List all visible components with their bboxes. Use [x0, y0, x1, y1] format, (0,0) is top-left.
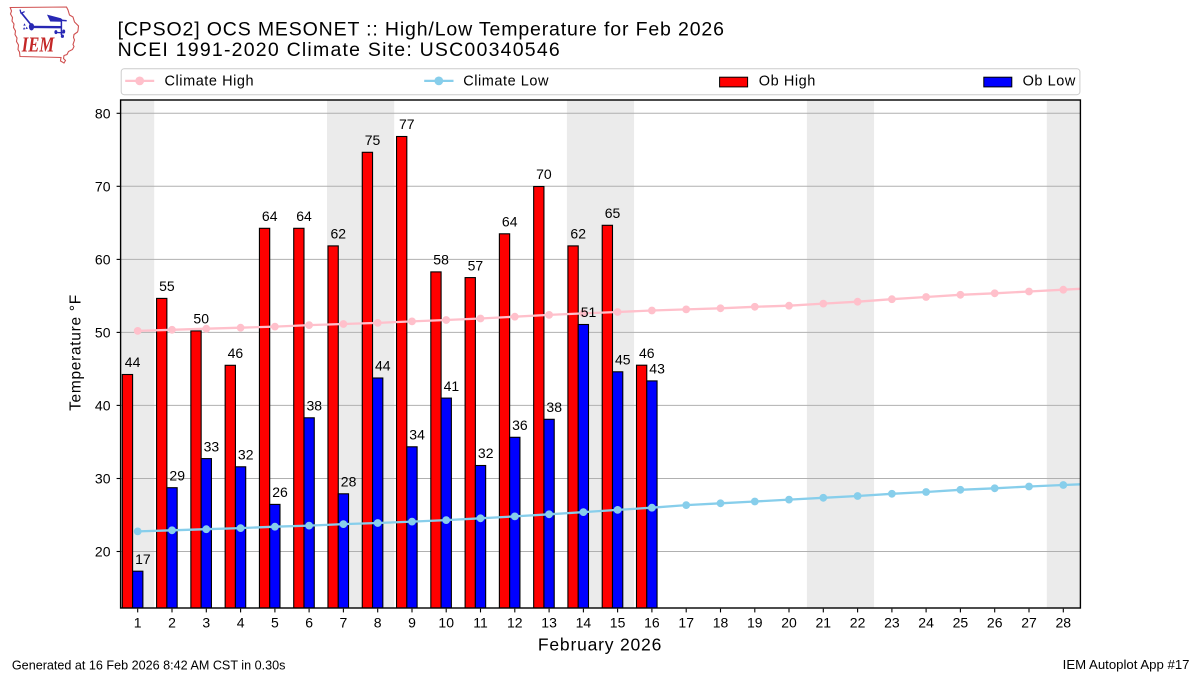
- svg-text:44: 44: [125, 354, 141, 370]
- svg-text:11: 11: [473, 615, 488, 631]
- svg-text:14: 14: [576, 615, 592, 631]
- svg-text:9: 9: [408, 615, 416, 631]
- svg-text:30: 30: [95, 471, 111, 487]
- svg-text:57: 57: [468, 257, 484, 273]
- svg-text:55: 55: [159, 278, 175, 294]
- svg-text:62: 62: [331, 226, 347, 242]
- svg-text:17: 17: [135, 551, 151, 567]
- svg-text:12: 12: [507, 615, 523, 631]
- svg-text:64: 64: [502, 214, 518, 230]
- svg-text:28: 28: [1056, 615, 1072, 631]
- svg-text:33: 33: [204, 438, 220, 454]
- svg-text:70: 70: [536, 166, 552, 182]
- svg-text:[CPSO2] OCS MESONET :: High/Lo: [CPSO2] OCS MESONET :: High/Low Temperat…: [118, 18, 725, 40]
- svg-text:29: 29: [169, 467, 185, 483]
- svg-text:Ob High: Ob High: [759, 74, 816, 90]
- svg-text:20: 20: [95, 544, 111, 560]
- svg-text:46: 46: [639, 345, 655, 361]
- svg-text:65: 65: [605, 205, 621, 221]
- svg-text:1: 1: [134, 615, 142, 631]
- svg-text:Temperature °F: Temperature °F: [68, 294, 85, 411]
- svg-text:28: 28: [341, 474, 357, 490]
- svg-text:75: 75: [365, 132, 381, 148]
- svg-text:7: 7: [340, 615, 348, 631]
- svg-text:51: 51: [581, 304, 597, 320]
- svg-text:22: 22: [850, 615, 866, 631]
- svg-text:50: 50: [95, 324, 111, 340]
- svg-text:3: 3: [202, 615, 210, 631]
- svg-text:45: 45: [615, 352, 631, 368]
- svg-text:Generated at 16 Feb 2026 8:42: Generated at 16 Feb 2026 8:42 AM CST in …: [12, 659, 286, 673]
- svg-text:64: 64: [262, 208, 278, 224]
- svg-text:58: 58: [433, 252, 449, 268]
- svg-text:Climate High: Climate High: [165, 74, 255, 90]
- svg-text:4: 4: [237, 615, 245, 631]
- svg-text:40: 40: [95, 397, 111, 413]
- svg-text:Ob Low: Ob Low: [1023, 74, 1076, 90]
- svg-text:27: 27: [1021, 615, 1037, 631]
- svg-text:13: 13: [541, 615, 557, 631]
- svg-text:IEM: IEM: [21, 32, 55, 56]
- svg-text:15: 15: [610, 615, 626, 631]
- svg-text:10: 10: [438, 615, 454, 631]
- svg-text:36: 36: [512, 417, 528, 433]
- svg-text:80: 80: [95, 105, 111, 121]
- svg-text:19: 19: [747, 615, 763, 631]
- svg-text:32: 32: [238, 447, 254, 463]
- svg-text:26: 26: [987, 615, 1003, 631]
- svg-text:46: 46: [228, 345, 244, 361]
- svg-text:60: 60: [95, 251, 111, 267]
- svg-text:44: 44: [375, 358, 391, 374]
- svg-text:2: 2: [168, 615, 176, 631]
- svg-text:17: 17: [678, 615, 694, 631]
- svg-text:5: 5: [271, 615, 279, 631]
- svg-text:25: 25: [953, 615, 969, 631]
- svg-text:32: 32: [478, 445, 494, 461]
- svg-text:50: 50: [193, 311, 209, 327]
- svg-text:24: 24: [918, 615, 934, 631]
- svg-text:NCEI 1991-2020 Climate Site: U: NCEI 1991-2020 Climate Site: USC00340546: [118, 39, 561, 61]
- svg-text:41: 41: [444, 378, 460, 394]
- svg-text:8: 8: [374, 615, 382, 631]
- svg-text:23: 23: [884, 615, 900, 631]
- svg-text:February 2026: February 2026: [538, 635, 662, 655]
- svg-text:18: 18: [713, 615, 729, 631]
- svg-text:Climate Low: Climate Low: [463, 74, 549, 90]
- svg-text:16: 16: [644, 615, 660, 631]
- svg-text:34: 34: [409, 427, 425, 443]
- svg-text:26: 26: [272, 484, 288, 500]
- svg-text:43: 43: [649, 361, 665, 377]
- svg-text:38: 38: [307, 398, 323, 414]
- svg-text:IEM Autoplot App #17: IEM Autoplot App #17: [1063, 657, 1190, 672]
- svg-text:70: 70: [95, 178, 111, 194]
- svg-text:38: 38: [546, 399, 562, 415]
- svg-text:64: 64: [296, 208, 312, 224]
- svg-text:6: 6: [305, 615, 313, 631]
- svg-text:77: 77: [399, 116, 415, 132]
- svg-text:20: 20: [781, 615, 797, 631]
- svg-text:21: 21: [816, 615, 832, 631]
- svg-text:62: 62: [570, 226, 586, 242]
